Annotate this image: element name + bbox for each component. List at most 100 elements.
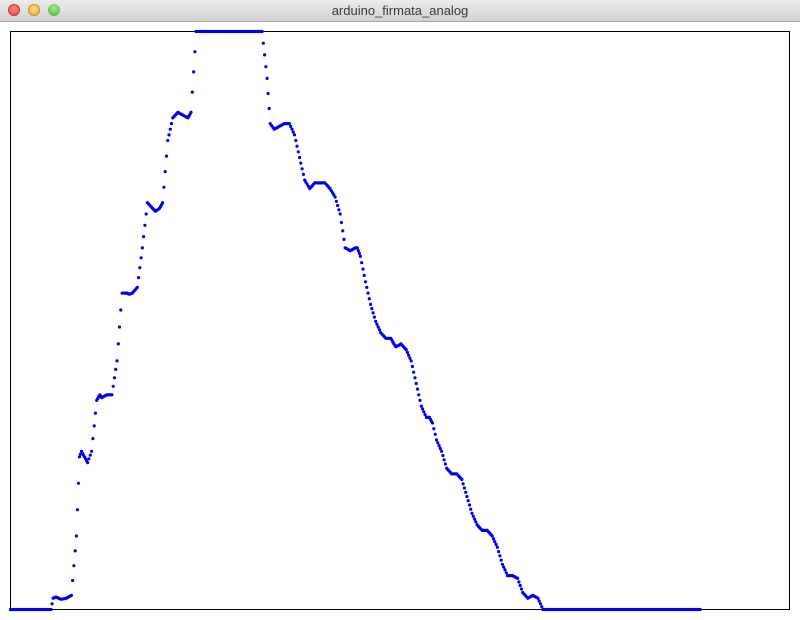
data-point [111, 384, 115, 388]
title-bar: arduino_firmata_analog [0, 0, 800, 22]
data-point [405, 350, 409, 354]
data-point [413, 376, 417, 380]
data-point [497, 550, 501, 554]
data-point [474, 520, 478, 524]
data-point [295, 144, 299, 148]
data-point [50, 602, 54, 606]
data-point [419, 404, 423, 408]
data-point [503, 568, 507, 572]
sketch-canvas [0, 22, 800, 620]
data-point [441, 453, 445, 458]
data-point [75, 508, 79, 512]
data-point [287, 122, 291, 126]
data-point [69, 593, 73, 598]
data-point [336, 203, 340, 208]
data-point [90, 449, 94, 453]
data-point [375, 322, 379, 326]
data-point [372, 315, 376, 319]
data-point [518, 583, 522, 588]
close-window-button[interactable] [8, 4, 20, 16]
data-point [363, 280, 368, 284]
data-point [143, 223, 147, 227]
data-point [291, 130, 295, 134]
data-point [193, 50, 197, 54]
data-point [367, 297, 371, 301]
data-point [142, 235, 146, 239]
data-point [360, 261, 364, 265]
data-point [355, 246, 359, 250]
data-point [409, 359, 413, 363]
data-point [290, 127, 294, 131]
data-point [369, 302, 373, 306]
data-point [423, 413, 427, 417]
data-point [440, 449, 444, 453]
window-title: arduino_firmata_analog [331, 3, 469, 18]
data-point [365, 285, 369, 289]
data-point [466, 499, 470, 503]
data-point [144, 212, 148, 216]
data-point [370, 307, 374, 311]
data-point [356, 249, 360, 253]
data-point [376, 325, 380, 329]
data-point [260, 29, 264, 34]
data-point [189, 110, 193, 114]
data-point [162, 185, 166, 189]
data-point [112, 376, 117, 380]
data-point [116, 342, 120, 346]
data-point [499, 558, 503, 562]
data-point [166, 138, 170, 143]
data-point [49, 607, 53, 612]
data-point [432, 427, 436, 431]
data-point [265, 76, 269, 80]
data-point [371, 311, 375, 315]
data-point [301, 172, 305, 176]
data-point [442, 458, 446, 462]
data-point [358, 254, 362, 258]
data-point [169, 122, 174, 126]
data-point [494, 542, 498, 547]
data-point [192, 70, 196, 74]
data-point [263, 53, 267, 57]
plot-frame [10, 31, 790, 610]
data-point [119, 308, 123, 312]
data-point [502, 565, 506, 569]
data-point [339, 220, 343, 225]
data-point [87, 457, 91, 461]
data-point [267, 106, 271, 111]
data-point [264, 65, 268, 69]
data-point [117, 325, 122, 329]
analog-plot [8, 29, 790, 612]
data-point [114, 367, 118, 371]
data-point [167, 133, 171, 137]
data-point [540, 605, 544, 609]
data-point [135, 285, 139, 289]
data-point [500, 562, 504, 566]
data-point [298, 155, 302, 160]
data-point [536, 596, 540, 600]
data-point [490, 534, 494, 538]
minimize-window-button[interactable] [28, 4, 40, 16]
data-point [434, 438, 439, 442]
data-point [296, 150, 300, 154]
data-point [362, 273, 366, 277]
data-point [498, 554, 502, 558]
data-point [86, 461, 90, 465]
data-point [289, 124, 293, 128]
data-point [473, 517, 477, 521]
data-point [436, 441, 440, 445]
data-point [418, 398, 422, 402]
data-point [137, 276, 141, 280]
data-point [300, 167, 304, 171]
data-point [377, 328, 382, 332]
data-point [138, 266, 142, 270]
data-point [467, 503, 472, 507]
data-point [190, 90, 194, 94]
data-point [77, 455, 82, 459]
data-point [443, 462, 447, 466]
zoom-window-button[interactable] [48, 4, 60, 16]
data-point [334, 199, 338, 203]
data-point [415, 387, 420, 391]
data-point [361, 267, 365, 271]
data-point [374, 319, 378, 323]
